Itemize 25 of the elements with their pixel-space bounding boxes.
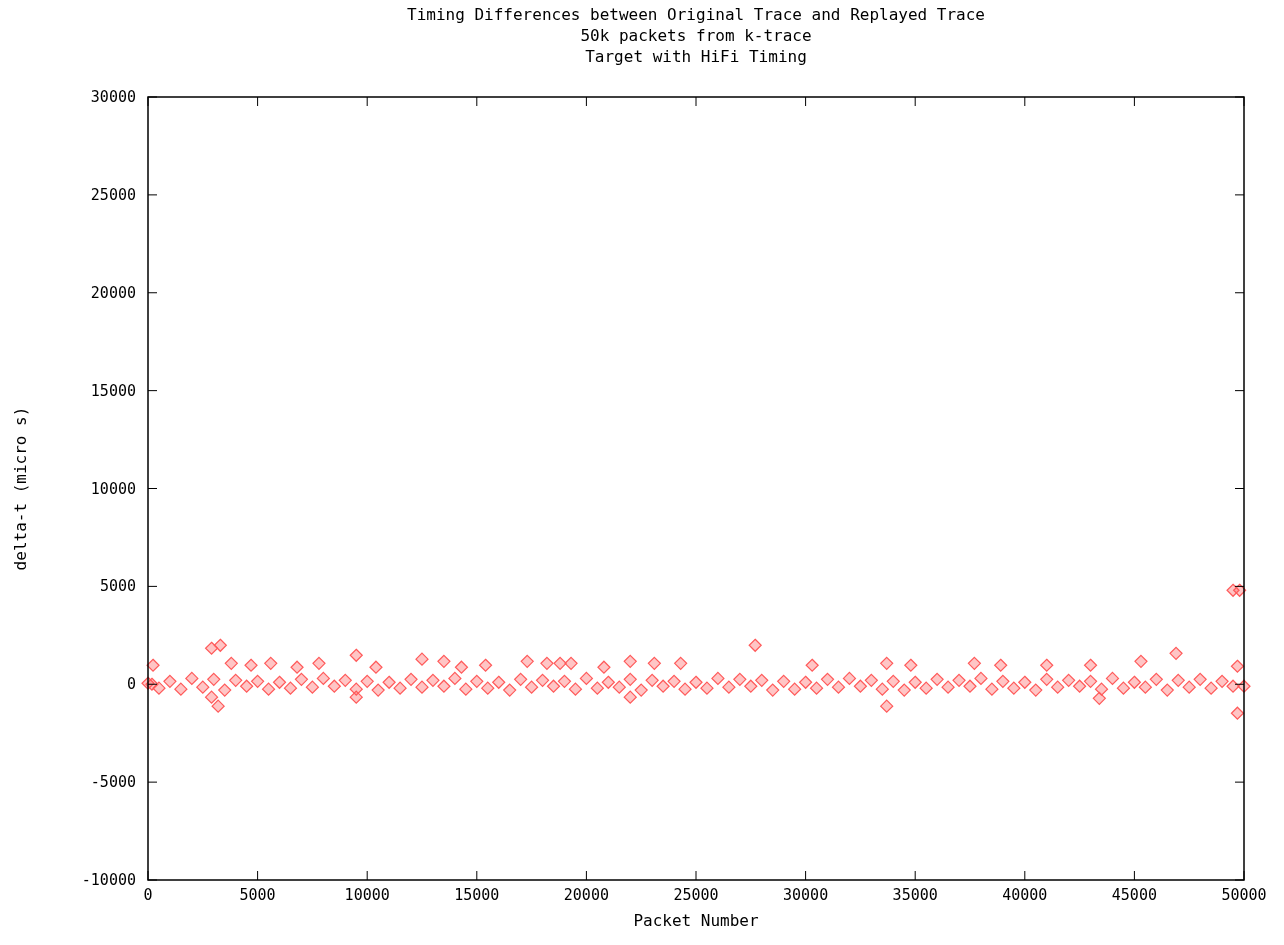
x-tick-label: 15000 bbox=[454, 886, 500, 904]
chart-subtitle: 50k packets from k-trace bbox=[580, 26, 812, 45]
x-axis-title: Packet Number bbox=[633, 911, 759, 930]
x-tick-label: 30000 bbox=[783, 886, 829, 904]
x-tick-label: 40000 bbox=[1002, 886, 1048, 904]
y-tick-label: -10000 bbox=[81, 871, 136, 889]
x-tick-label: 10000 bbox=[344, 886, 390, 904]
y-tick-label: 0 bbox=[126, 675, 136, 694]
y-tick-label: 15000 bbox=[90, 381, 136, 400]
y-tick-label: 25000 bbox=[90, 185, 136, 204]
x-tick-label: 20000 bbox=[563, 886, 609, 904]
x-tick-label: 5000 bbox=[239, 886, 276, 904]
text: Target with HiFi Timing bbox=[585, 47, 807, 66]
y-tick-label: 5000 bbox=[99, 577, 136, 596]
x-tick-label: 50000 bbox=[1221, 886, 1267, 904]
x-tick-label: 0 bbox=[143, 886, 153, 904]
y-tick-label: 10000 bbox=[90, 479, 136, 498]
x-tick-label: 45000 bbox=[1111, 886, 1157, 904]
x-tick-label: 35000 bbox=[892, 886, 938, 904]
y-tick-label: 30000 bbox=[90, 88, 136, 106]
y-tick-label: 20000 bbox=[90, 283, 136, 302]
y-tick-label: -5000 bbox=[90, 773, 136, 792]
chart-title: Timing Differences between Original Trace and Replayed Trace bbox=[407, 5, 985, 24]
x-tick-label: 25000 bbox=[673, 886, 719, 904]
y-axis-title: delta-t (micro s) bbox=[11, 406, 30, 571]
